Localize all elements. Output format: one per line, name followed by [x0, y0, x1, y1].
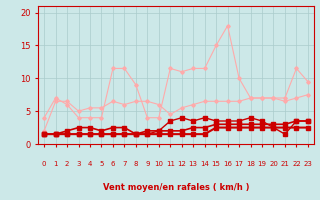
X-axis label: Vent moyen/en rafales ( km/h ): Vent moyen/en rafales ( km/h ) [103, 183, 249, 192]
